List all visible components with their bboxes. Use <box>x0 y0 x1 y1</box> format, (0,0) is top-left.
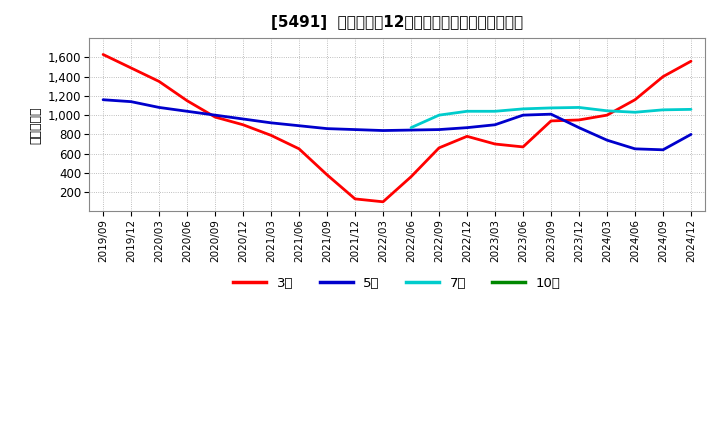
Legend: 3年, 5年, 7年, 10年: 3年, 5年, 7年, 10年 <box>228 271 566 295</box>
Y-axis label: （百万円）: （百万円） <box>30 106 42 143</box>
Title: [5491]  当期純利益12か月移動合計の平均値の推移: [5491] 当期純利益12か月移動合計の平均値の推移 <box>271 15 523 30</box>
